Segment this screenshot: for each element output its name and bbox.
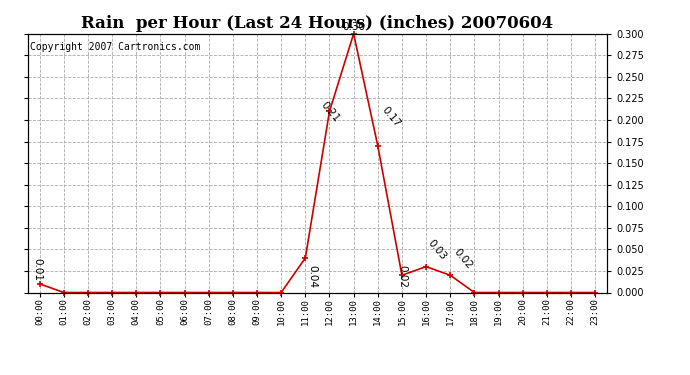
Text: 0.30: 0.30	[342, 22, 365, 32]
Text: Copyright 2007 Cartronics.com: Copyright 2007 Cartronics.com	[30, 42, 201, 51]
Title: Rain  per Hour (Last 24 Hours) (inches) 20070604: Rain per Hour (Last 24 Hours) (inches) 2…	[81, 15, 553, 32]
Text: 0.04: 0.04	[308, 265, 317, 288]
Text: 0.02: 0.02	[397, 265, 407, 288]
Text: 0.02: 0.02	[451, 247, 474, 271]
Text: 0.01: 0.01	[32, 258, 42, 281]
Text: 0.21: 0.21	[319, 100, 341, 124]
Text: 0.17: 0.17	[380, 105, 403, 129]
Text: 0.03: 0.03	[426, 238, 449, 262]
